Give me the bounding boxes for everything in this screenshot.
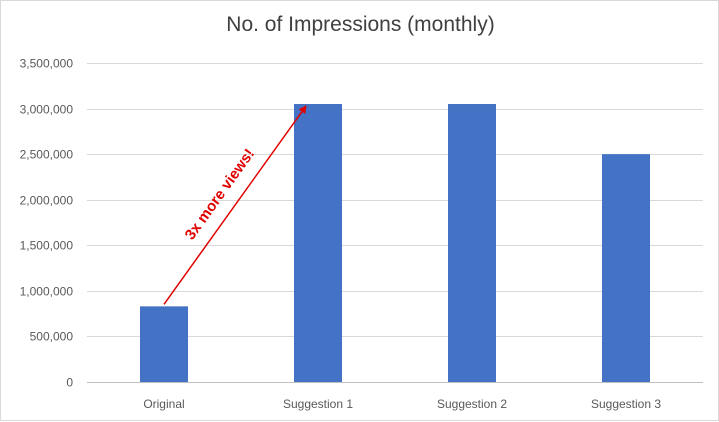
y-tick-label: 3,000,000 [20, 103, 74, 117]
chart-title: No. of Impressions (monthly) [226, 13, 495, 36]
y-tick-label: 2,000,000 [20, 194, 74, 208]
annotation: 3x more views! [163, 105, 307, 305]
y-tick-label: 3,500,000 [20, 57, 74, 71]
y-axis: 0 500,000 1,000,000 1,500,000 2,000,000 2,500… [20, 57, 74, 390]
x-tick-label: Suggestion 1 [283, 397, 353, 411]
gridlines [87, 63, 703, 383]
bar-suggestion-2 [448, 104, 496, 382]
y-tick-label: 2,500,000 [20, 148, 74, 162]
x-tick-label: Suggestion 3 [591, 397, 661, 411]
bar-suggestion-3 [602, 154, 650, 382]
x-tick-label: Suggestion 2 [437, 397, 507, 411]
annotation-label: 3x more views! [182, 146, 258, 243]
y-tick-label: 0 [66, 376, 73, 390]
annotation-arrow [163, 105, 307, 305]
x-axis: Original Suggestion 1 Suggestion 2 Suggesti… [143, 397, 661, 411]
y-tick-label: 500,000 [30, 330, 74, 344]
y-tick-label: 1,000,000 [20, 285, 74, 299]
bar-original [140, 306, 188, 382]
bar-suggestion-1 [294, 104, 342, 382]
y-tick-label: 1,500,000 [20, 239, 74, 253]
bars [140, 104, 650, 382]
x-tick-label: Original [143, 397, 184, 411]
